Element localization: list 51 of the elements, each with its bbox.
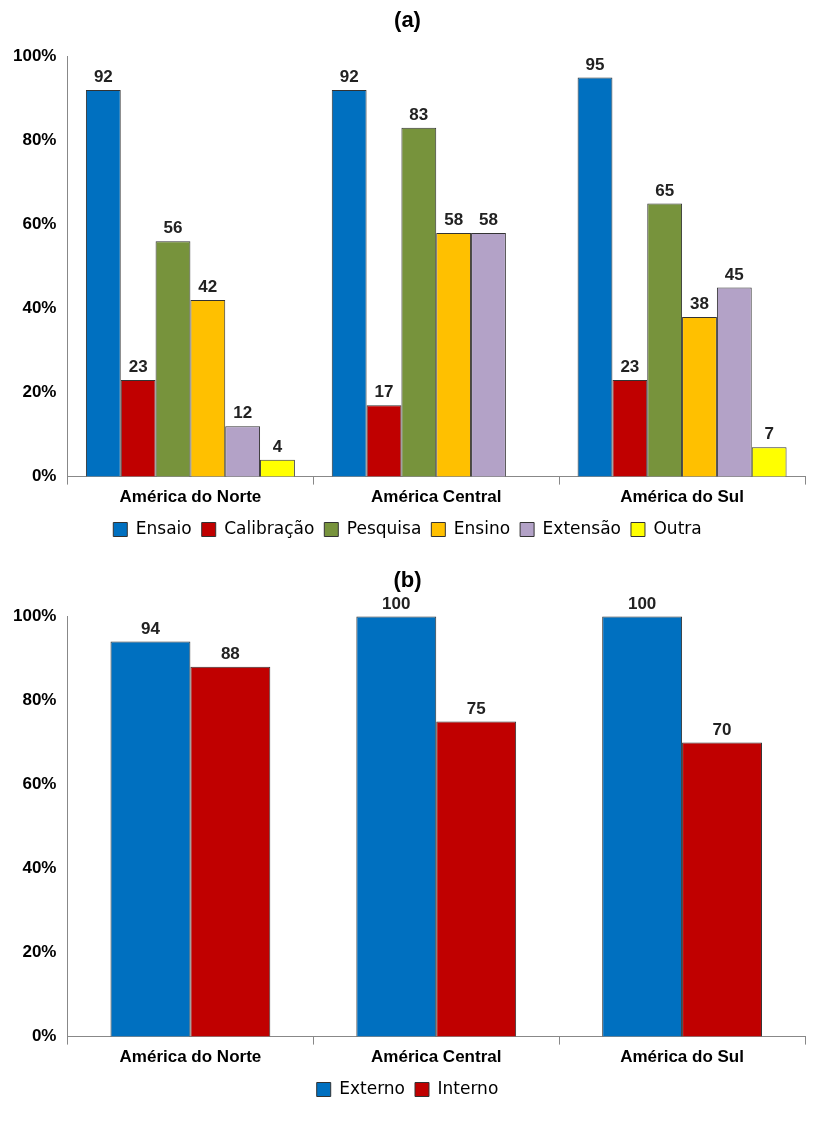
x-tick-label: América do Norte xyxy=(119,1047,262,1067)
data-label: 23 xyxy=(620,357,640,377)
x-tick-label: América do Sul xyxy=(620,1047,744,1067)
data-label: 75 xyxy=(466,698,486,718)
x-tick-label: América Central xyxy=(371,487,502,507)
data-label: 12 xyxy=(233,403,253,423)
data-label: 65 xyxy=(655,180,675,200)
legend-label: Interno xyxy=(437,1077,499,1098)
y-tick-label: 100% xyxy=(13,46,57,66)
y-tick-label: 60% xyxy=(22,774,57,794)
data-label: 58 xyxy=(444,210,464,230)
x-tick-label: América do Norte xyxy=(119,487,262,507)
data-label: 100 xyxy=(627,593,657,613)
data-label: 95 xyxy=(585,54,605,74)
data-label: 17 xyxy=(374,382,394,402)
data-label: 56 xyxy=(163,218,183,238)
data-label: 70 xyxy=(712,719,732,739)
chart-title: (a) xyxy=(394,7,421,33)
data-label: 7 xyxy=(764,424,774,444)
data-label: 4 xyxy=(272,436,283,456)
legend-label: Extensão xyxy=(542,517,621,538)
legend-label: Calibração xyxy=(224,517,315,538)
data-label: 83 xyxy=(409,105,429,125)
data-label: 38 xyxy=(690,294,709,314)
y-tick-label: 60% xyxy=(22,214,57,234)
x-tick-label: América do Sul xyxy=(620,487,744,507)
data-label: 100 xyxy=(382,593,411,613)
legend-label: Pesquisa xyxy=(346,517,422,538)
legend-label: Externo xyxy=(339,1077,406,1098)
data-label: 58 xyxy=(479,210,498,230)
data-label: 45 xyxy=(724,264,744,284)
data-label: 23 xyxy=(128,357,148,377)
legend-label: Ensino xyxy=(453,517,511,538)
data-label: 88 xyxy=(220,644,240,664)
y-tick-label: 80% xyxy=(22,130,57,150)
data-label: 42 xyxy=(198,277,218,297)
y-tick-label: 0% xyxy=(31,1026,57,1046)
chart-title: (b) xyxy=(393,567,422,593)
data-label: 92 xyxy=(339,67,359,87)
legend-label: Outra xyxy=(653,517,702,538)
y-tick-label: 20% xyxy=(22,942,57,962)
y-tick-label: 100% xyxy=(13,606,57,626)
data-label: 94 xyxy=(140,618,161,638)
data-label: 92 xyxy=(93,67,113,87)
y-tick-label: 80% xyxy=(22,690,57,710)
y-tick-label: 20% xyxy=(22,382,57,402)
y-tick-label: 40% xyxy=(22,298,57,318)
y-tick-label: 40% xyxy=(22,858,57,878)
legend-label: Ensaio xyxy=(135,517,192,538)
y-tick-label: 0% xyxy=(31,466,57,486)
x-tick-label: América Central xyxy=(371,1047,502,1067)
